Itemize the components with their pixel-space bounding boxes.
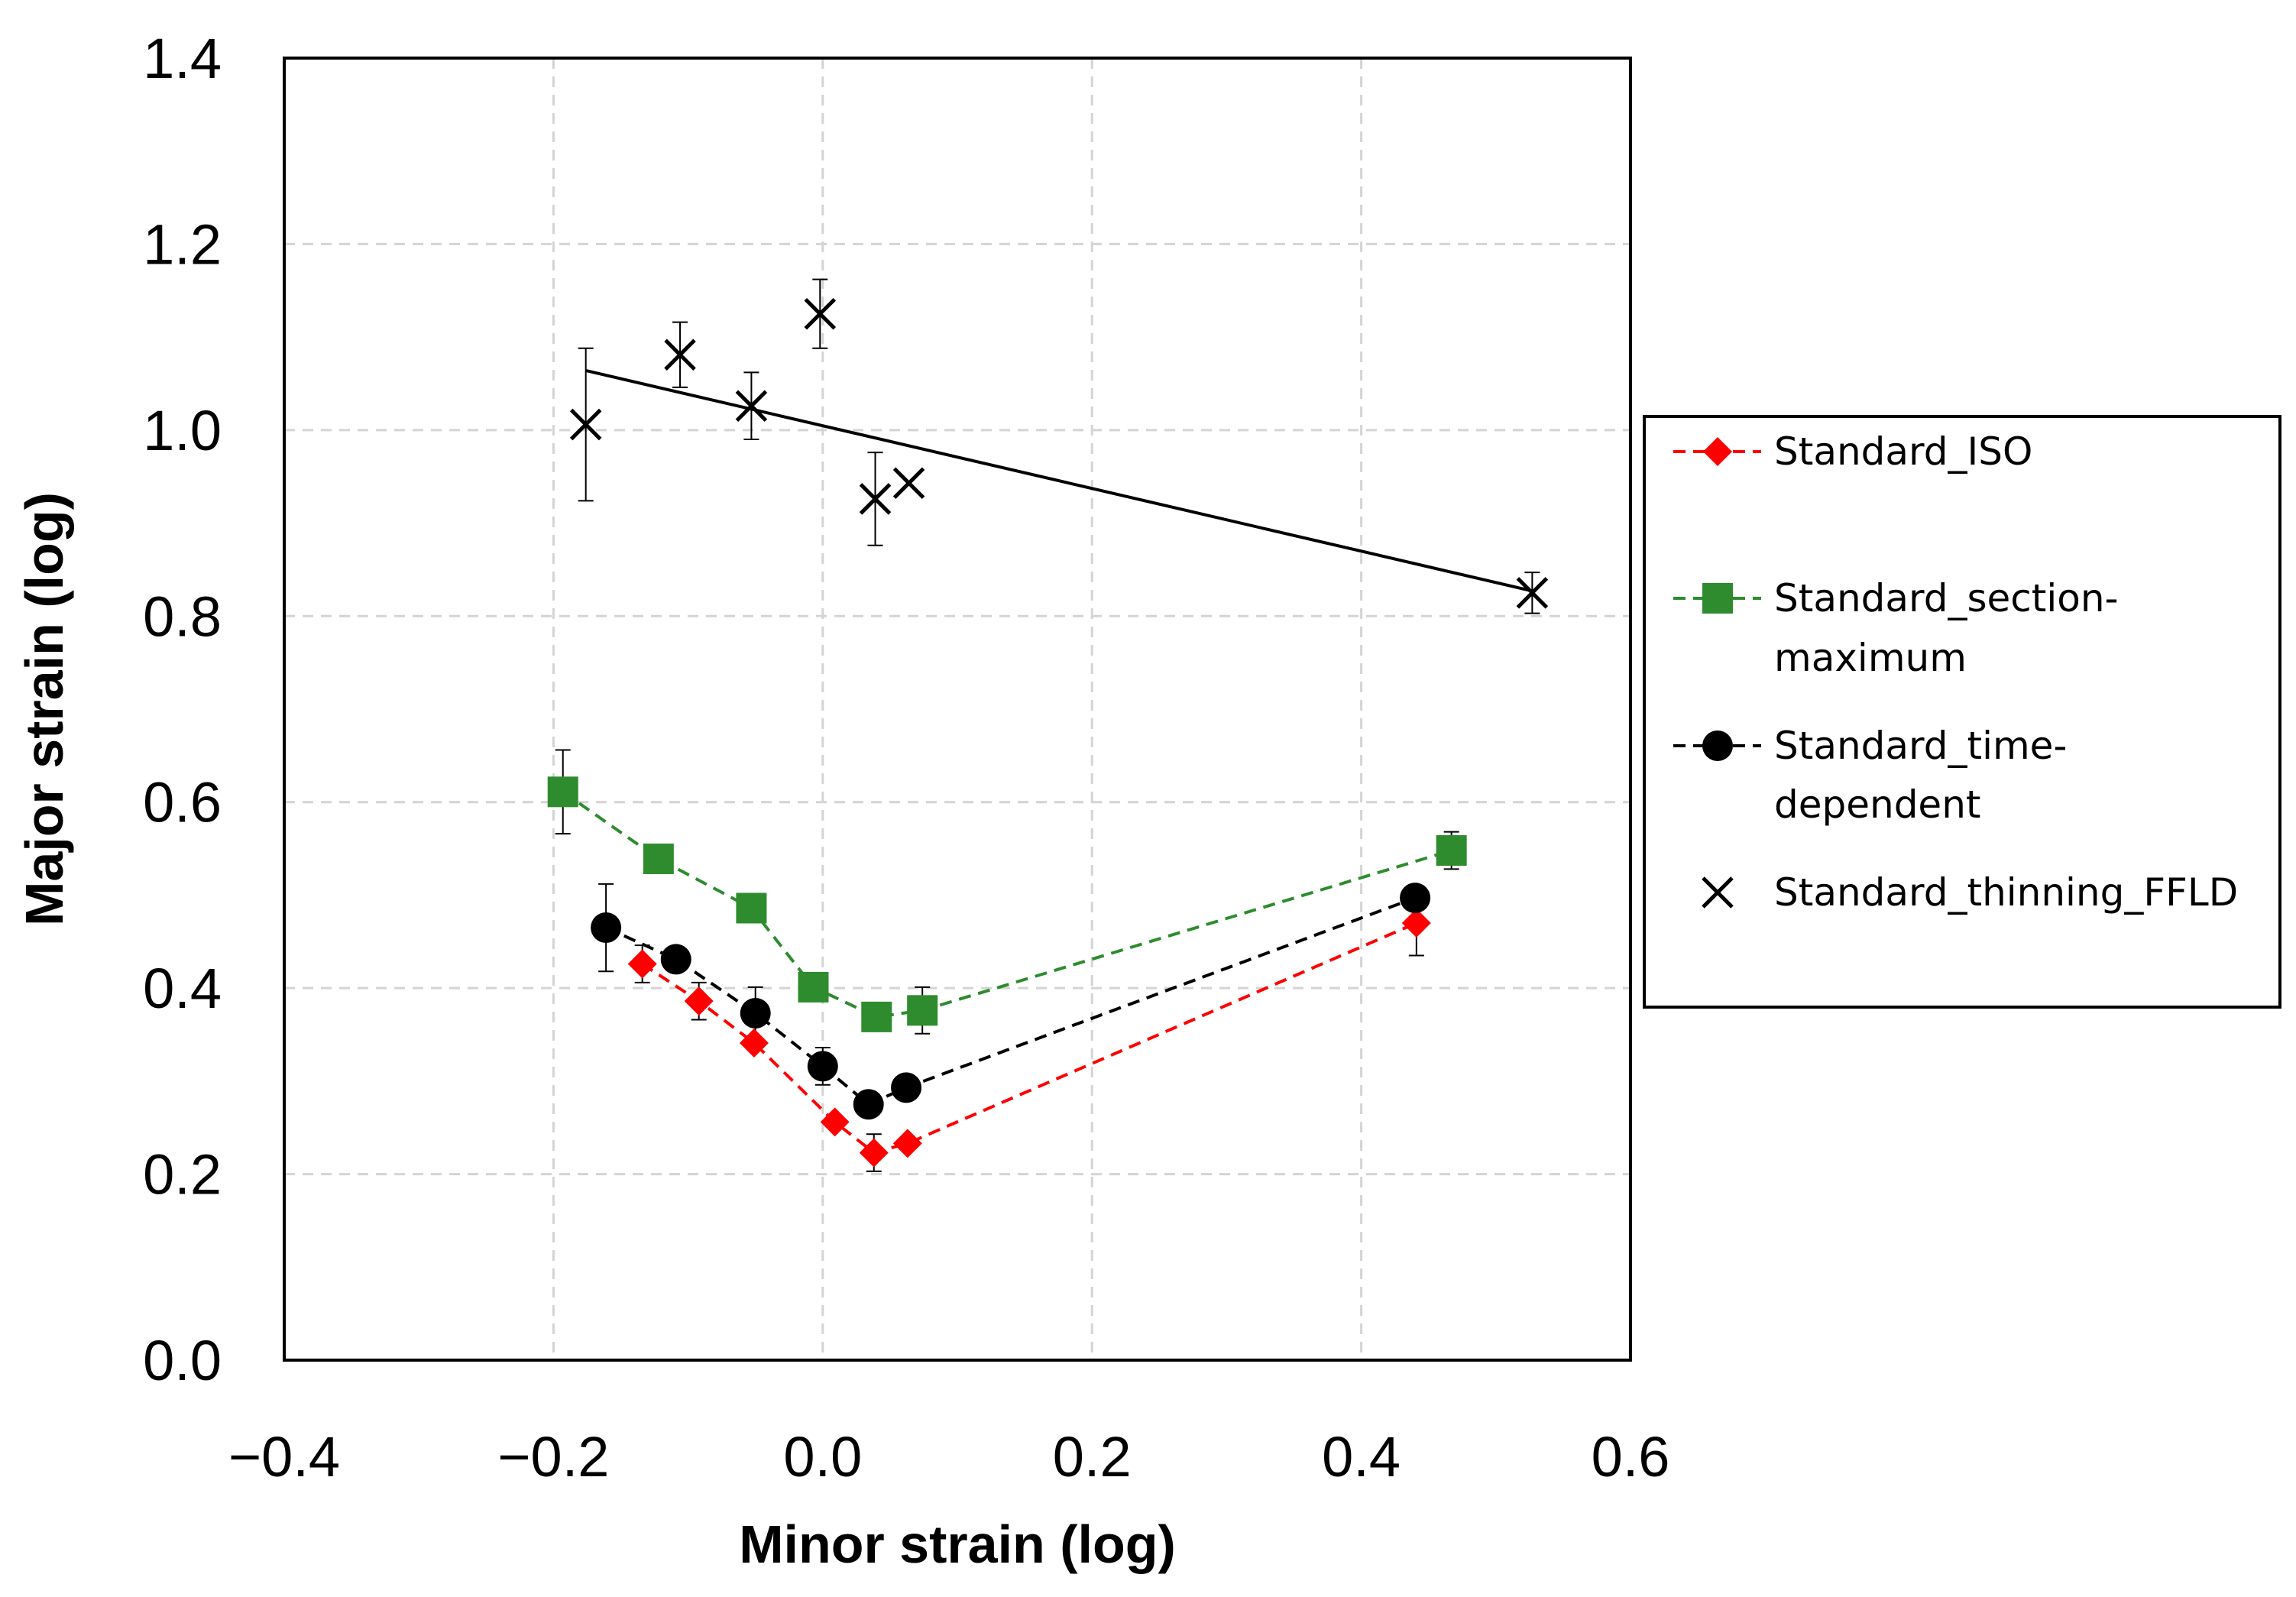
y-axis-title: Major strain (log) [15, 492, 74, 926]
series-4-point [859, 483, 892, 515]
legend-marker-3 [1702, 730, 1733, 761]
legend-marker-2 [1702, 583, 1733, 614]
legend-label-3: dependent [1774, 782, 1980, 827]
series-2-point [798, 971, 829, 1003]
x-tick-label: 0.4 [1322, 1425, 1401, 1488]
y-tick-label: 0.8 [143, 585, 222, 648]
series-1-point [684, 986, 714, 1016]
y-tick-label: 0.0 [143, 1329, 222, 1392]
series-markers [547, 297, 1549, 1168]
x-tick-label: 0.0 [783, 1425, 862, 1488]
series-4-point [1516, 577, 1549, 609]
y-tick-label: 1.4 [143, 27, 222, 90]
y-tick-label: 0.4 [143, 957, 222, 1020]
legend-label-3: Standard_time- [1774, 724, 2067, 768]
series-3-point [807, 1051, 838, 1082]
legend-label-2: Standard_section- [1774, 576, 2119, 620]
plot-area-frame [283, 57, 1632, 1362]
series-3-point [853, 1089, 884, 1120]
series-2-point [643, 843, 674, 874]
y-tick-label: 1.2 [143, 212, 222, 276]
legend-label-2: maximum [1774, 636, 1967, 680]
series-3-point [660, 944, 691, 975]
y-tick-label: 0.6 [143, 771, 222, 834]
series-1-point [1401, 908, 1431, 938]
series-4-point [569, 408, 602, 441]
series-2-point [736, 892, 767, 924]
ffld-trendline [585, 369, 1533, 593]
series-1-point [820, 1107, 850, 1137]
x-tick-labels: −0.4 −0.2 0.0 0.2 0.4 0.6 [228, 1425, 1669, 1488]
series-2-point [547, 776, 578, 808]
series-3-point [891, 1072, 922, 1103]
legend-box [1643, 415, 2281, 1009]
series-3-point [1400, 883, 1431, 914]
legend-marker-4 [1702, 876, 1734, 909]
series-4-point [804, 297, 837, 330]
x-tick-label: −0.4 [228, 1425, 340, 1488]
legend-marker-1 [1703, 437, 1732, 466]
trendline-layer [585, 369, 1533, 593]
series-4-point [735, 390, 768, 422]
x-axis-title: Minor strain (log) [739, 1514, 1176, 1574]
series-1-point [859, 1138, 889, 1168]
series-4-point [664, 339, 696, 371]
series-1-point [892, 1129, 922, 1158]
x-tick-label: 0.2 [1053, 1425, 1132, 1488]
x-tick-label: −0.2 [497, 1425, 609, 1488]
series-1-point [739, 1028, 769, 1058]
x-tick-label: 0.6 [1592, 1425, 1670, 1488]
series-2-point [861, 1001, 892, 1032]
y-tick-label: 1.0 [143, 399, 222, 462]
series-4-point [892, 467, 925, 500]
y-tick-label: 0.2 [143, 1143, 222, 1207]
series-3-point [591, 912, 622, 944]
legend-items: Standard_ISO Standard_section-maximum Stan… [1673, 429, 2238, 915]
series-2-point [1436, 835, 1467, 867]
grid [284, 58, 1631, 1360]
series-3-point [740, 998, 771, 1029]
y-tick-labels: 0.0 0.2 0.4 0.6 0.8 1.0 1.2 1.4 [143, 27, 222, 1392]
legend-label-1: Standard_ISO [1774, 429, 2032, 474]
legend-label-4: Standard_thinning_FFLD [1774, 870, 2238, 915]
series-1-point [627, 949, 657, 979]
series-2-point [907, 995, 938, 1026]
legend: Standard_ISO Standard_section-maximum Stan… [1643, 415, 2281, 1009]
